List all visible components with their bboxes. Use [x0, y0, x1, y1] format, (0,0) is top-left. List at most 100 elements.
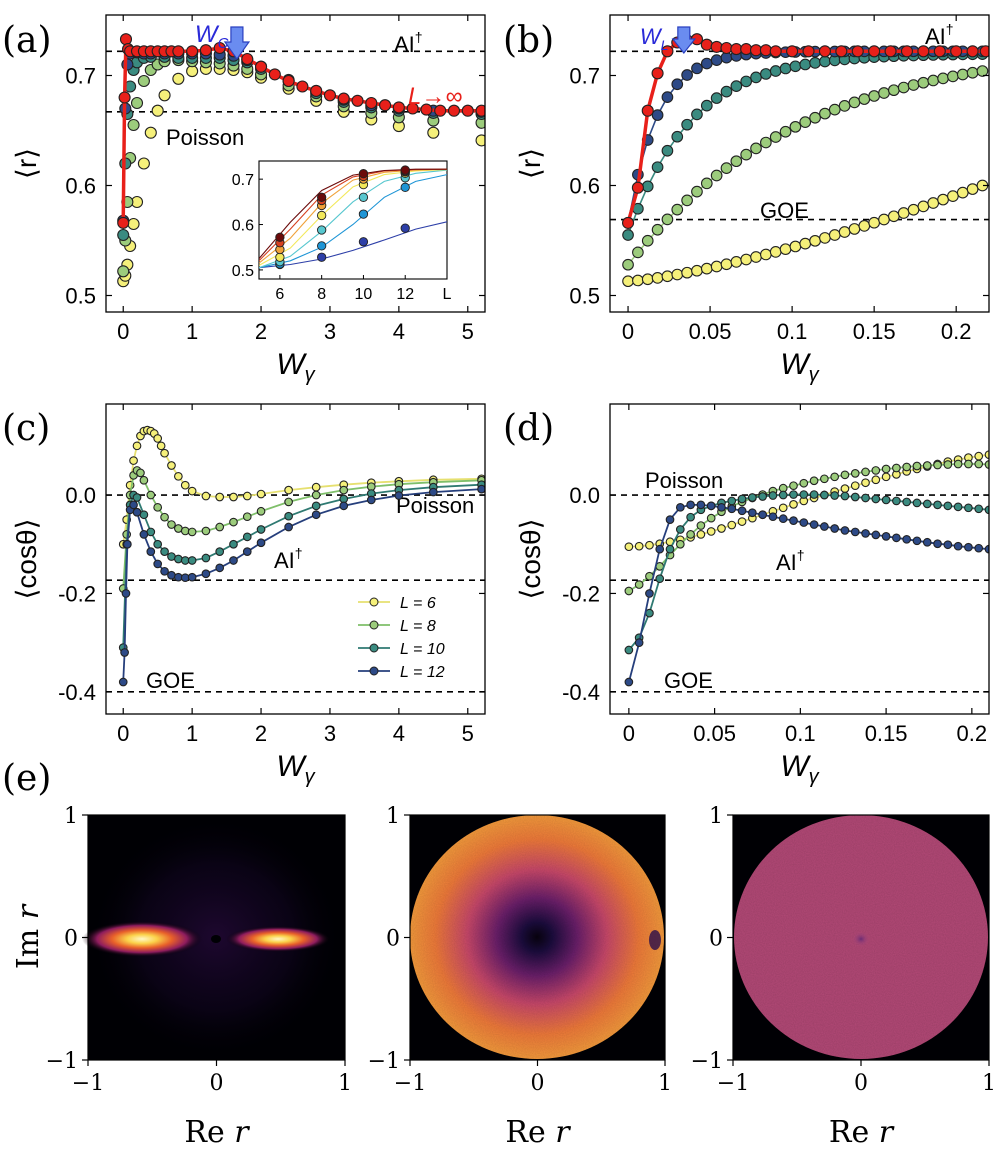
series-L=12: [624, 500, 989, 687]
reference-label: AI†: [776, 547, 805, 575]
y-axis-label: ⟨cosθ⟩: [11, 519, 42, 600]
data-point: [118, 677, 128, 687]
data-point: [858, 219, 871, 232]
data-point: [475, 134, 485, 147]
data-point: [651, 161, 664, 174]
data-point: [902, 497, 912, 507]
data-point: [339, 501, 349, 511]
data-point: [881, 464, 891, 474]
y-axis-label: ⟨r⟩: [515, 148, 546, 179]
data-point: [809, 234, 821, 247]
data-point: [759, 44, 772, 57]
data-point: [943, 460, 953, 469]
data-point: [769, 45, 782, 58]
data-point: [937, 72, 949, 85]
inset-data-point: [400, 223, 410, 233]
y-tick-label: 0.5: [569, 284, 600, 309]
reference-label: Poisson: [396, 493, 474, 518]
x-tick-label: −1: [72, 1071, 104, 1096]
heatmap-two-lobes: [82, 815, 345, 1060]
data-point: [922, 499, 932, 509]
data-point: [691, 62, 703, 75]
data-point: [634, 638, 644, 648]
data-point: [186, 45, 199, 58]
data-point: [878, 87, 890, 99]
data-point: [900, 45, 914, 58]
data-point: [789, 60, 802, 73]
data-point: [624, 677, 634, 687]
reference-label: GOE: [760, 198, 809, 223]
data-point: [727, 520, 737, 530]
data-point: [392, 101, 405, 114]
inset-y-tick-label: 0.5: [232, 263, 254, 280]
data-point: [828, 103, 841, 116]
data-point: [681, 266, 693, 279]
data-point: [947, 70, 959, 83]
data-point: [622, 258, 634, 271]
data-point: [964, 542, 973, 552]
data-point: [661, 91, 674, 103]
x-tick-label: 0: [117, 319, 129, 344]
data-point: [799, 490, 809, 499]
y-tick-label: -0.4: [562, 680, 600, 705]
data-point: [760, 68, 772, 80]
data-point: [129, 456, 138, 465]
data-point: [953, 459, 963, 469]
reference-label: AI†: [274, 545, 303, 573]
data-point: [428, 487, 438, 497]
data-point: [434, 104, 447, 117]
y-tick-label: 0: [709, 927, 723, 952]
data-point: [730, 256, 743, 268]
panel-label-b: (b): [503, 20, 554, 61]
series-L→∞: [117, 33, 485, 229]
data-point: [871, 530, 881, 540]
data-point: [691, 108, 703, 121]
data-point: [747, 508, 757, 518]
series-line: [628, 493, 989, 651]
reference-label: Poisson: [166, 125, 244, 150]
data-point: [769, 65, 782, 77]
data-point: [850, 527, 860, 537]
plot-frame: [609, 403, 990, 715]
data-point: [917, 200, 930, 213]
data-point: [651, 67, 664, 80]
data-point: [838, 226, 851, 238]
data-point: [153, 434, 163, 443]
data-point: [242, 512, 252, 522]
data-point: [241, 52, 254, 66]
data-point: [675, 502, 685, 512]
data-point: [907, 79, 920, 91]
data-point: [117, 216, 130, 229]
data-point: [778, 503, 788, 513]
x-tick-label: 5: [462, 721, 474, 746]
data-point: [943, 501, 953, 511]
data-point: [229, 539, 238, 549]
x-axis-label: Re r: [505, 1115, 571, 1150]
data-point: [120, 648, 129, 657]
inset-data-point: [275, 252, 285, 262]
inset-fit-curve: [259, 174, 447, 269]
inset-fit-curve: [259, 169, 447, 269]
data-point: [146, 490, 156, 500]
data-point: [651, 223, 664, 236]
data-point: [139, 475, 149, 485]
data-point: [818, 45, 831, 58]
data-point: [710, 40, 723, 53]
data-point: [284, 497, 293, 507]
data-point: [229, 517, 238, 527]
wl-arrow: [671, 26, 697, 54]
data-point: [256, 489, 266, 499]
data-point: [750, 251, 762, 263]
data-point: [201, 553, 211, 563]
data-point: [691, 264, 703, 277]
data-point: [686, 500, 695, 510]
y-tick-label: -0.4: [58, 680, 96, 705]
data-point: [887, 84, 900, 97]
data-point: [809, 57, 821, 69]
data-point: [802, 45, 815, 58]
data-point: [641, 180, 654, 193]
panel-label-e: (e): [2, 758, 51, 799]
data-point: [622, 229, 634, 241]
data-point: [284, 485, 293, 495]
data-point: [172, 72, 185, 85]
